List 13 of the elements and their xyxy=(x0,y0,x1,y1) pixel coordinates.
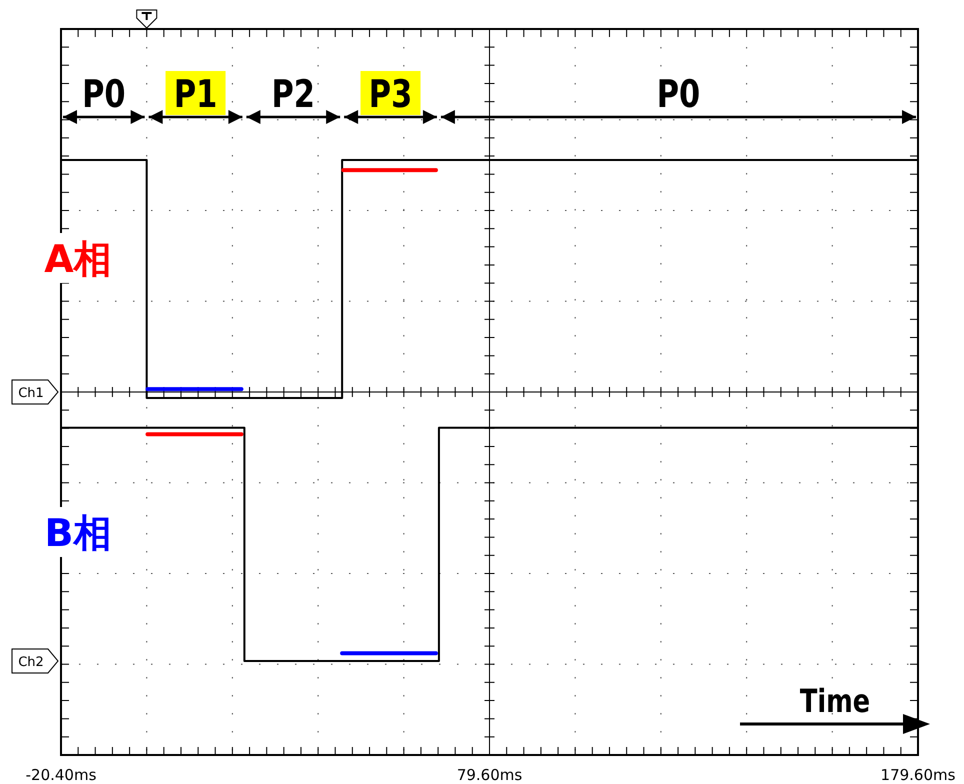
x-tick-label: 79.60ms xyxy=(456,766,522,784)
text: P1 xyxy=(174,72,218,117)
text: P3 xyxy=(368,72,412,117)
x-tick-label: 179.60ms xyxy=(880,766,956,784)
x-tick-label: -20.40ms xyxy=(26,766,97,784)
annotation: Time xyxy=(800,682,870,720)
text: P0 xyxy=(656,72,700,117)
text: Ch2 xyxy=(18,655,44,670)
annotation: B相 xyxy=(44,511,112,555)
text: Ch1 xyxy=(18,386,44,401)
text: P0 xyxy=(82,72,126,117)
text: P2 xyxy=(272,72,315,117)
annotation: A相 xyxy=(44,237,112,281)
